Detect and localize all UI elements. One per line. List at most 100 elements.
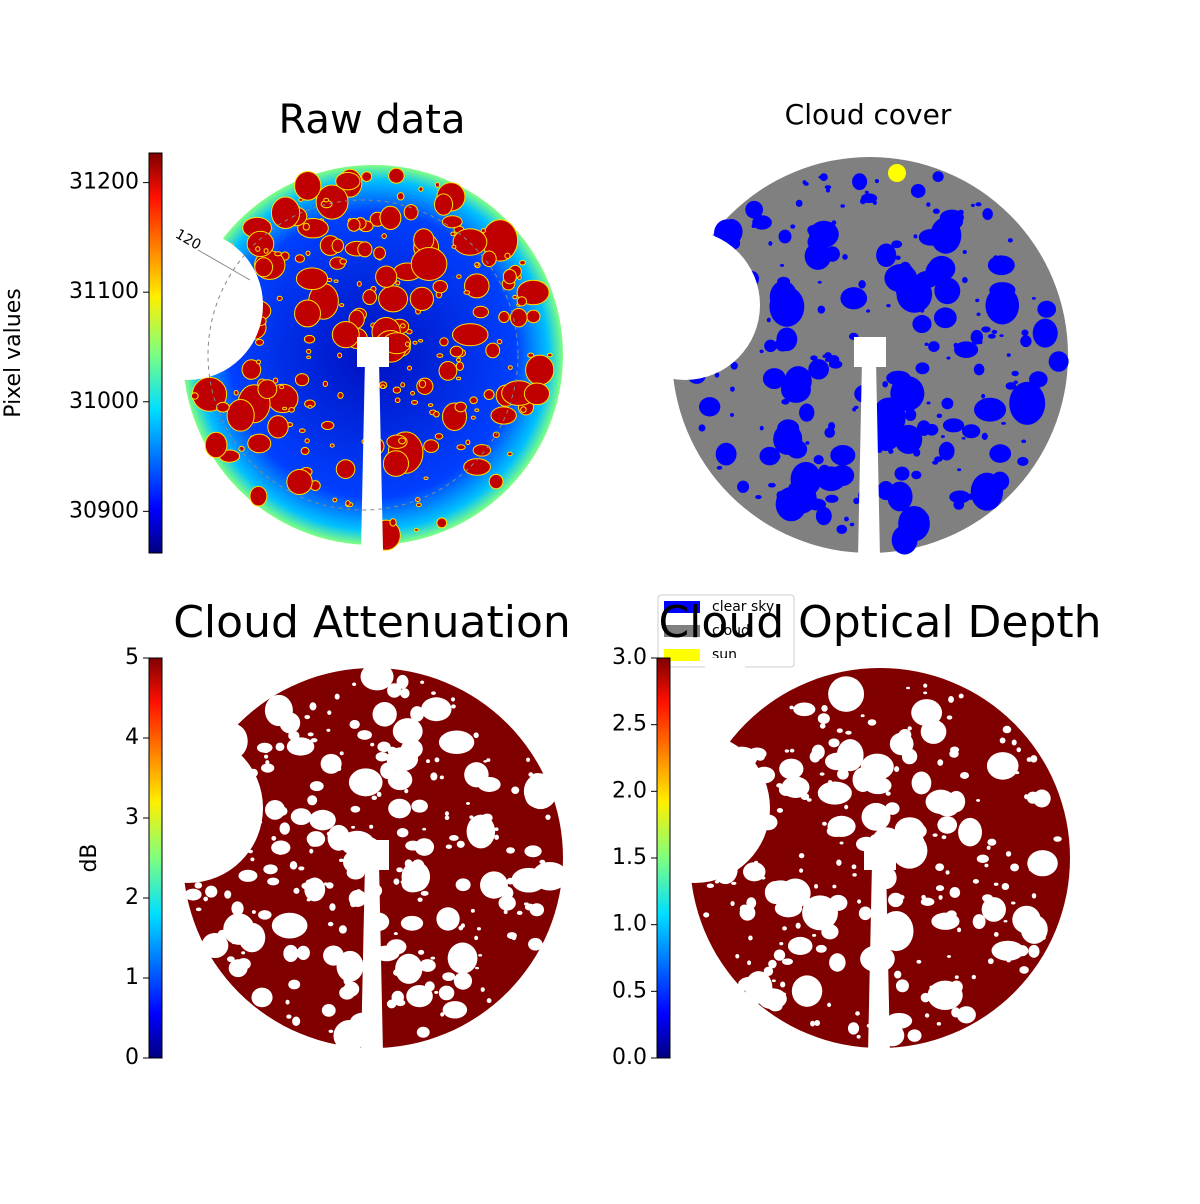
blob	[1027, 850, 1058, 877]
blob	[917, 192, 922, 196]
blob	[307, 732, 314, 737]
blob	[817, 713, 830, 724]
blob	[912, 448, 921, 457]
blob	[375, 752, 389, 762]
blob	[923, 683, 928, 688]
blob	[516, 910, 523, 916]
tick-label: 0.5	[612, 978, 647, 1003]
blob	[809, 750, 821, 763]
blob	[864, 190, 869, 194]
blob	[698, 424, 706, 432]
blob	[309, 848, 314, 854]
blob	[433, 193, 454, 216]
blob	[215, 401, 230, 413]
panel: Raw data 30900 31000 31100 31200 Pixel values…	[1, 97, 563, 554]
panel-title: Cloud Attenuation	[173, 597, 571, 648]
blob	[506, 847, 515, 854]
blob	[286, 468, 313, 496]
blob	[434, 990, 439, 994]
blob	[777, 276, 791, 286]
blob	[1017, 456, 1029, 466]
blob	[231, 939, 236, 945]
blob	[527, 352, 535, 358]
panel: Cloud Attenuation 0 1 2 3 4 5 dB	[77, 597, 571, 1070]
blob	[1020, 335, 1032, 348]
blob	[864, 776, 892, 795]
blob	[395, 280, 401, 286]
blob	[194, 882, 203, 889]
blob	[714, 372, 720, 378]
blob	[1042, 328, 1047, 334]
blob	[927, 980, 963, 1011]
blob	[485, 342, 501, 359]
blob	[374, 787, 379, 792]
blob	[295, 267, 329, 291]
blob	[320, 753, 342, 774]
blob	[420, 890, 429, 896]
blob	[304, 438, 310, 444]
blob	[775, 486, 807, 522]
blob	[755, 494, 762, 500]
blob	[476, 824, 492, 840]
blob	[464, 273, 490, 299]
blob	[405, 840, 421, 851]
blob	[938, 441, 955, 461]
blob	[255, 246, 261, 252]
blob	[203, 896, 208, 902]
blob	[890, 953, 895, 958]
blob	[452, 228, 488, 256]
blob	[328, 1029, 334, 1033]
blob	[852, 173, 868, 191]
blob	[422, 827, 427, 831]
blob	[1010, 863, 1019, 872]
blob	[803, 182, 809, 186]
blob	[413, 527, 419, 532]
blob	[1001, 421, 1006, 425]
blob	[393, 878, 400, 885]
blob	[447, 942, 478, 974]
blob	[861, 802, 891, 831]
blob	[885, 791, 891, 796]
blob	[481, 250, 497, 268]
blob	[949, 887, 961, 898]
blob	[802, 895, 838, 931]
blob	[288, 406, 295, 413]
blob	[449, 345, 464, 358]
blob	[433, 410, 440, 418]
blob	[852, 407, 857, 412]
blob	[298, 866, 305, 871]
blob	[375, 265, 398, 288]
blob	[231, 926, 238, 932]
blob	[362, 289, 378, 306]
blob	[941, 835, 947, 840]
blob	[339, 751, 344, 756]
blob	[1005, 851, 1012, 857]
blob	[937, 816, 958, 834]
blob	[807, 224, 820, 236]
blob	[825, 188, 831, 193]
blob	[398, 437, 406, 445]
blob	[906, 686, 911, 690]
blob	[799, 868, 804, 873]
blob	[1034, 857, 1039, 862]
blob	[1013, 380, 1018, 384]
mask-cut	[198, 155, 238, 210]
blob	[271, 835, 277, 841]
blob	[1048, 351, 1069, 372]
blob	[456, 444, 466, 451]
blob	[819, 173, 828, 181]
tick-label: 2.0	[612, 778, 647, 803]
blob	[238, 869, 258, 882]
blob	[836, 524, 848, 535]
blob	[985, 286, 1020, 325]
blob	[474, 966, 480, 970]
blob	[379, 205, 402, 231]
blob	[773, 949, 786, 961]
blob	[546, 352, 553, 358]
blob	[889, 732, 914, 756]
blob	[810, 355, 818, 361]
blob	[251, 910, 256, 914]
blob	[419, 959, 436, 972]
tick-label: 2.5	[612, 712, 647, 737]
blob	[891, 240, 903, 249]
